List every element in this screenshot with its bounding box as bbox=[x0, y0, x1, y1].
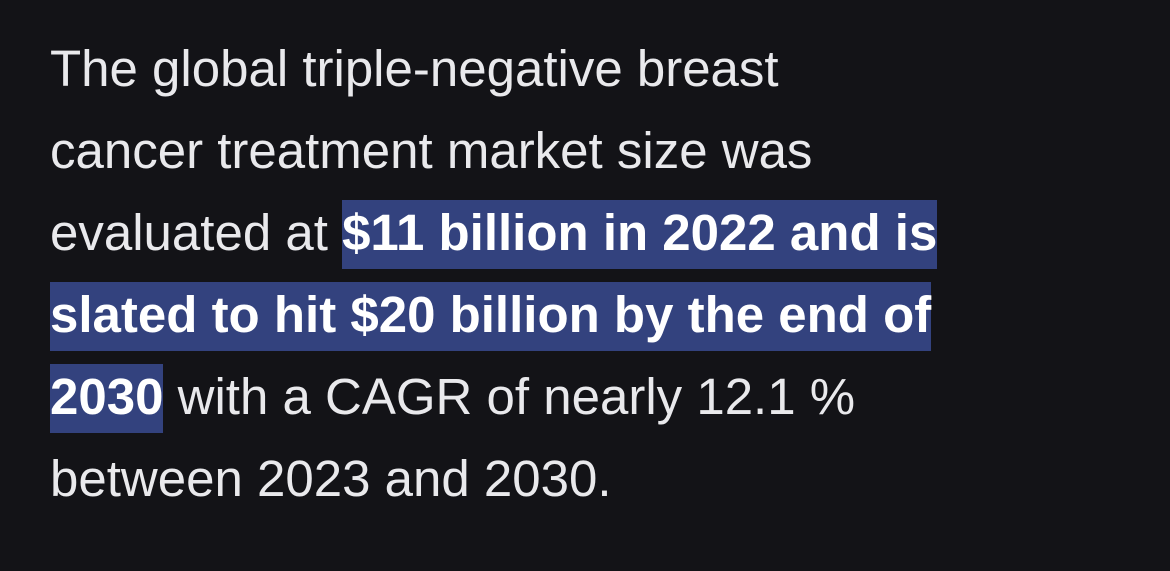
highlighted-text: $11 billion in 2022 and is bbox=[342, 200, 938, 269]
answer-paragraph: The global triple-negative breast cancer… bbox=[50, 28, 938, 520]
text-line: The global triple-negative breast bbox=[50, 28, 937, 110]
text: cancer treatment market size was bbox=[50, 122, 813, 179]
text-line: evaluated at $11 billion in 2022 and is bbox=[50, 192, 938, 274]
highlighted-text: 2030 bbox=[50, 364, 164, 433]
text-line: 2030 with a CAGR of nearly 12.1 % bbox=[50, 356, 937, 438]
text: evaluated at bbox=[50, 204, 343, 261]
text: The global triple-negative breast bbox=[50, 40, 779, 97]
text: with a CAGR of nearly 12.1 % bbox=[163, 368, 856, 425]
text-line: slated to hit $20 billion by the end of bbox=[50, 274, 937, 356]
text: between 2023 and 2030. bbox=[50, 450, 612, 507]
text-line: cancer treatment market size was bbox=[50, 110, 937, 192]
highlighted-text: slated to hit $20 billion by the end of bbox=[50, 282, 932, 351]
text-line: between 2023 and 2030. bbox=[50, 438, 937, 520]
